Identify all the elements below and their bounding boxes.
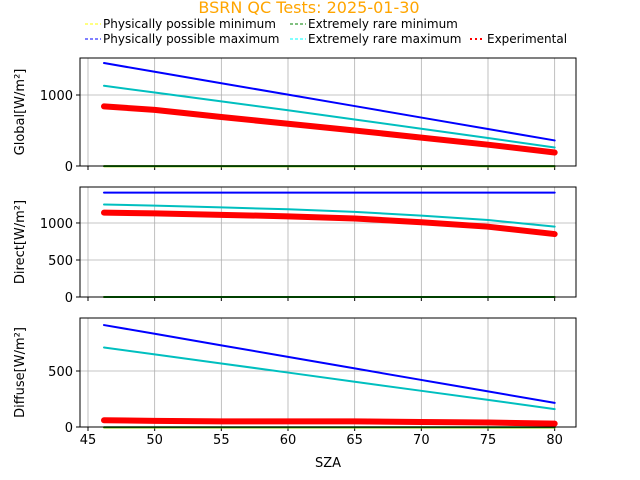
axes-frame bbox=[79, 57, 577, 167]
series-physically-possible-maximum bbox=[103, 324, 556, 404]
legend-label: Physically possible minimum bbox=[103, 17, 276, 31]
panel-0: 0 1000 Global[W/m²] bbox=[13, 57, 577, 175]
x-tick-label: 75 bbox=[480, 433, 497, 448]
x-axis-label: SZA bbox=[315, 456, 341, 471]
legend-label: Experimental bbox=[487, 32, 567, 46]
series-experimental bbox=[101, 417, 558, 427]
x-tick-label: 50 bbox=[146, 433, 163, 448]
y-tick-label: 1000 bbox=[40, 89, 73, 104]
x-tick-label: 80 bbox=[546, 433, 563, 448]
y-tick-label: 0 bbox=[65, 160, 73, 175]
panel-2: 45 50 55 60 65 70 75 80 0 500 Diffuse[W/m²] bbox=[13, 317, 577, 448]
x-tick-label: 45 bbox=[80, 433, 97, 448]
series-experimental bbox=[101, 209, 558, 238]
y-tick-label: 500 bbox=[48, 365, 73, 380]
x-tick-label: 55 bbox=[213, 433, 230, 448]
y-axis-label: Direct[W/m²] bbox=[13, 200, 28, 284]
legend: Physically possible minimum Extremely ra… bbox=[85, 17, 567, 46]
x-tick-label: 70 bbox=[413, 433, 430, 448]
y-axis-label: Diffuse[W/m²] bbox=[13, 327, 28, 418]
y-axis-label: Global[W/m²] bbox=[13, 69, 28, 156]
series-extremely-rare-maximum bbox=[103, 346, 556, 411]
series-physically-possible-maximum bbox=[103, 62, 556, 142]
y-tick-label: 0 bbox=[65, 291, 73, 306]
x-tick-label: 65 bbox=[346, 433, 363, 448]
series-experimental bbox=[101, 103, 558, 156]
y-tick-label: 1000 bbox=[40, 217, 73, 232]
axes-frame bbox=[79, 186, 577, 298]
y-tick-label: 500 bbox=[48, 254, 73, 269]
series-extremely-rare-maximum bbox=[103, 84, 556, 149]
legend-label: Physically possible maximum bbox=[103, 32, 279, 46]
y-tick-label: 0 bbox=[65, 421, 73, 436]
series-extremely-rare-maximum bbox=[103, 203, 556, 228]
legend-label: Extremely rare maximum bbox=[308, 32, 461, 46]
chart-title: BSRN QC Tests: 2025-01-30 bbox=[198, 0, 419, 17]
x-tick-label: 60 bbox=[280, 433, 297, 448]
legend-label: Extremely rare minimum bbox=[308, 17, 458, 31]
panel-1: 0 500 1000 Direct[W/m²] bbox=[13, 186, 577, 306]
axes-frame bbox=[79, 317, 577, 428]
